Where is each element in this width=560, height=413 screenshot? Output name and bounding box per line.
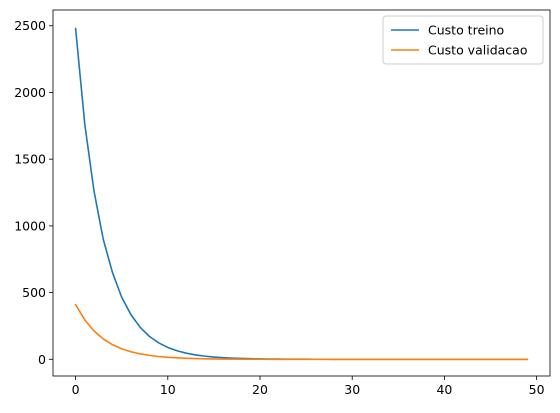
x-tick-label: 0 [72, 382, 80, 397]
x-tick-label: 30 [344, 382, 360, 397]
y-tick-label: 0 [38, 352, 46, 367]
y-axis-ticks: 0 500 1000 1500 2000 2500 [14, 18, 53, 367]
x-tick-label: 40 [436, 382, 452, 397]
plot-frame [52, 9, 551, 377]
y-tick-label: 2000 [14, 85, 46, 100]
y-tick-label: 500 [22, 285, 46, 300]
legend-box [382, 15, 544, 65]
plot-area [53, 10, 550, 376]
y-tick-label: 1500 [14, 152, 46, 167]
x-tick-label: 10 [160, 382, 176, 397]
series-layer [74, 27, 529, 361]
legend-label-validation: Custo validacao [428, 43, 527, 58]
x-tick-label: 50 [529, 382, 545, 397]
x-tick-label: 20 [252, 382, 268, 397]
legend-label-train: Custo treino [428, 23, 504, 38]
x-axis-ticks: 0 10 20 30 40 50 [72, 376, 545, 397]
legend: Custo treino Custo validacao [382, 15, 544, 65]
y-tick-label: 2500 [14, 18, 46, 33]
series-line-1 [74, 303, 529, 361]
y-tick-label: 1000 [14, 218, 46, 233]
axes-layer [52, 9, 551, 377]
